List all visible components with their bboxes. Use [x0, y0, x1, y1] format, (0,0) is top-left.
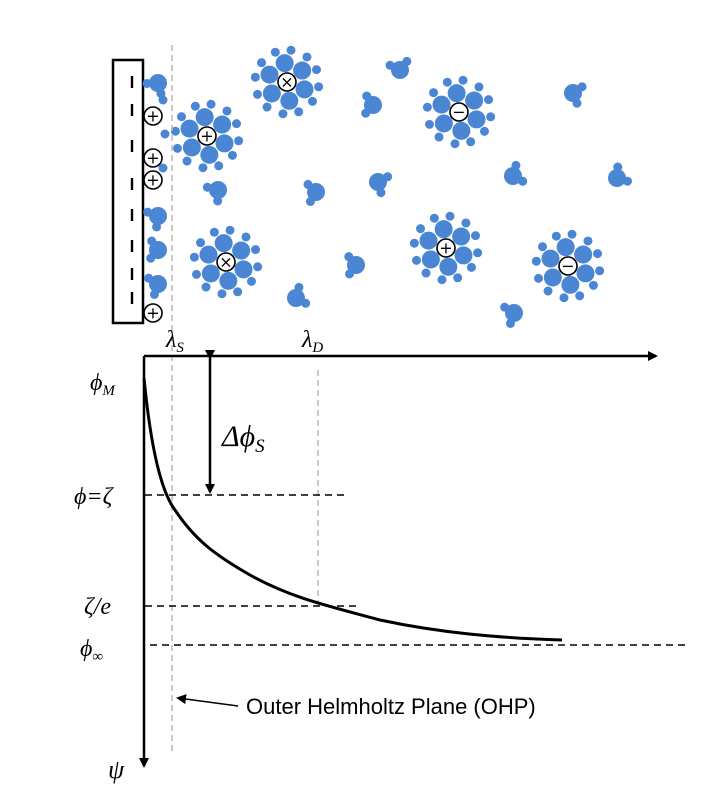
water-molecule [608, 162, 633, 187]
solvent-molecules [142, 56, 633, 328]
water-molecule [303, 179, 325, 206]
phi-m-label: ϕM [90, 370, 116, 399]
ions: × + − × + − + + + + [143, 45, 605, 323]
water-molecule [146, 236, 167, 263]
phi-infinity-label: ϕ∞ [80, 636, 103, 665]
water-molecule [287, 282, 311, 308]
water-molecule [361, 91, 382, 118]
ohp-pointer-arrow [176, 694, 239, 707]
water-molecule [202, 181, 227, 206]
ion-charge-symbol: − [452, 103, 465, 122]
ion-charge-symbol: + [146, 304, 159, 323]
water-molecule [369, 172, 393, 198]
water-molecule [143, 207, 167, 232]
water-molecule [504, 160, 528, 186]
solvated-cation: + [409, 211, 483, 285]
ohp-annotation: Outer Helmholtz Plane (OHP) [246, 694, 536, 719]
solvated-anion: − [422, 75, 496, 149]
ion-charge-symbol: + [146, 149, 159, 168]
solvated-ion: × [189, 225, 263, 299]
lambda-s-label: λS [165, 327, 184, 356]
solvated-ion: × [250, 45, 324, 119]
zeta-over-e-label: ζ/e [84, 594, 111, 620]
water-molecule [564, 82, 587, 108]
water-molecule [385, 56, 412, 79]
lambda-d-label: λD [301, 327, 323, 356]
delta-phi-s-label: ΔϕS [221, 420, 265, 457]
phi-zeta-label: ϕ=ζ [74, 484, 115, 510]
ion-charge-symbol: + [439, 239, 452, 258]
ion-charge-symbol: + [146, 171, 159, 190]
ion-charge-symbol: + [200, 127, 213, 146]
solvated-cation: + [170, 99, 244, 173]
adsorbed-cation: + [143, 148, 163, 168]
water-molecule [144, 273, 167, 299]
water-molecule [142, 74, 167, 99]
solvated-anion: − [531, 229, 605, 303]
ion-charge-symbol: + [146, 107, 159, 126]
adsorbed-cation: + [143, 170, 163, 190]
ion-charge-symbol: − [561, 257, 574, 276]
ion-charge-symbol: × [219, 253, 232, 272]
potential-curve [142, 377, 563, 642]
water-molecule [344, 252, 365, 279]
psi-axis-label: ψ [108, 755, 125, 784]
axes [139, 351, 658, 768]
water-molecule [500, 302, 523, 328]
guide-lines [145, 45, 690, 752]
adsorbed-cation: + [143, 106, 163, 126]
adsorbed-cation: + [143, 303, 163, 323]
electrode [111, 58, 145, 325]
ion-charge-symbol: × [280, 73, 293, 92]
